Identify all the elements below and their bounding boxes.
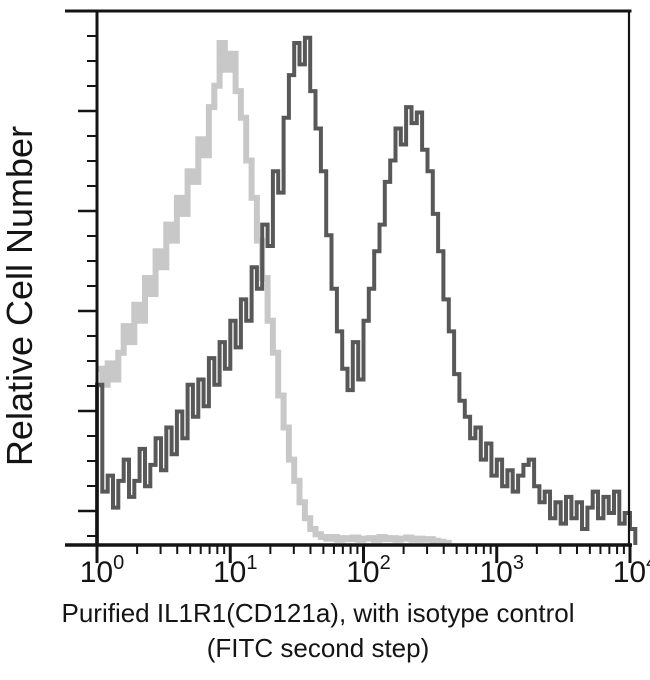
histogram-traces [95, 35, 638, 546]
x-axis-caption-line2: (FITC second step) [207, 633, 430, 663]
y-axis-label: Relative Cell Number [0, 126, 40, 466]
x-tick-label-101: 101 [213, 552, 258, 589]
isotype-control-trace [97, 40, 452, 546]
x-tick-label-104: 104 [613, 552, 650, 589]
x-axis-caption-line1: Purified IL1R1(CD121a), with isotype con… [61, 598, 574, 628]
x-axis-tick-labels: 100 101 102 103 104 [80, 552, 650, 589]
x-tick-label-103: 103 [480, 552, 525, 589]
il1r1-stained-trace [95, 35, 638, 545]
x-tick-label-100: 100 [80, 552, 125, 589]
plot-axes [65, 9, 632, 563]
x-tick-label-102: 102 [346, 552, 391, 589]
